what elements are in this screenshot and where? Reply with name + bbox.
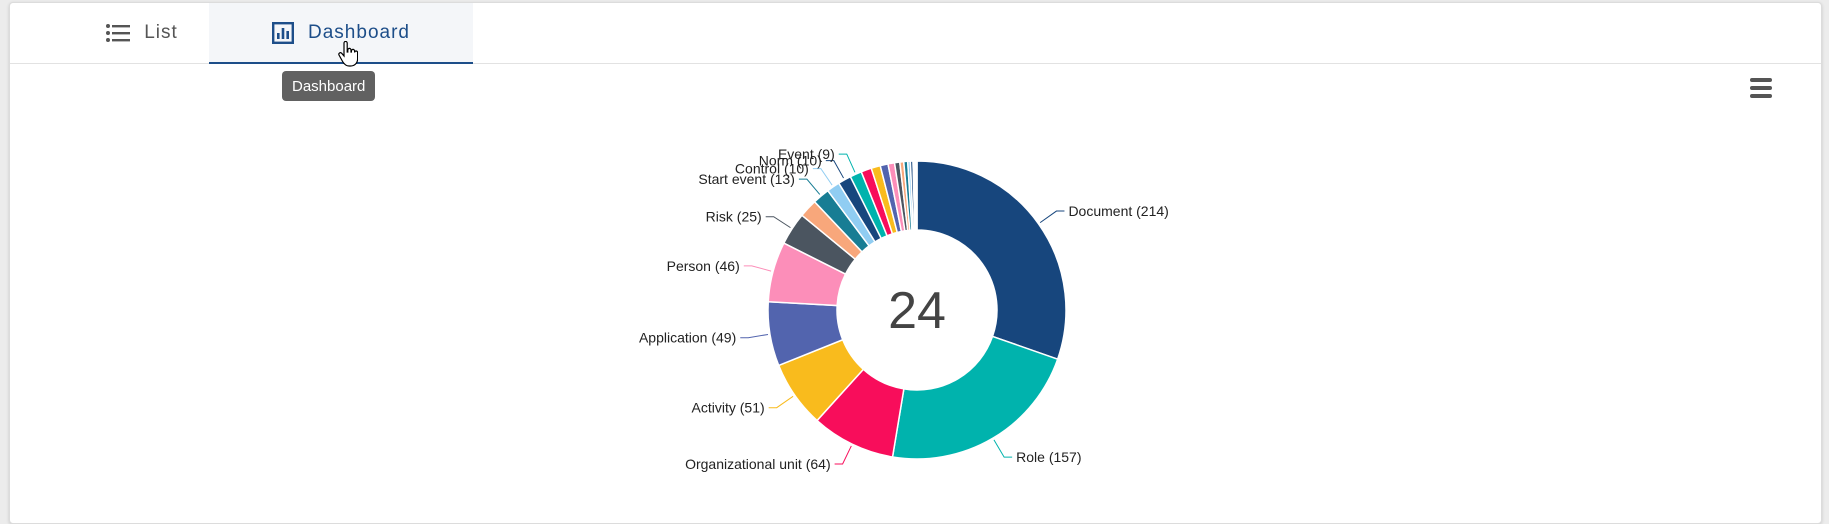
slice-label-11: Event (9) xyxy=(778,146,835,162)
slice-connector-0 xyxy=(1039,210,1065,224)
slice-connector-6 xyxy=(765,216,791,229)
tab-list-label: List xyxy=(144,21,178,43)
slice-label-5: Person (46) xyxy=(667,258,740,274)
slice-connector-10 xyxy=(825,160,844,179)
slice-label-1: Role (157) xyxy=(1016,449,1081,465)
slice-0[interactable] xyxy=(916,160,1067,361)
dashboard-card: List Dashboard Document (214) Role (157) O… xyxy=(9,2,1822,524)
chart-icon xyxy=(272,21,295,44)
slice-connector-5 xyxy=(743,265,772,272)
slice-23[interactable] xyxy=(914,160,918,231)
slice-connector-9 xyxy=(812,168,833,186)
tooltip: Dashboard xyxy=(282,71,376,101)
slice-label-6: Risk (25) xyxy=(706,209,762,225)
slice-label-8: Start event (13) xyxy=(698,171,795,187)
slice-label-3: Activity (51) xyxy=(692,400,765,416)
slice-label-9: Control (10) xyxy=(735,161,809,177)
hamburger-menu-icon[interactable] xyxy=(1746,75,1776,101)
slice-label-2: Organizational unit (64) xyxy=(685,456,831,472)
hand-cursor-icon xyxy=(338,41,358,67)
tab-list[interactable]: List xyxy=(10,3,274,62)
slice-connector-4 xyxy=(740,333,769,339)
slice-1[interactable] xyxy=(891,335,1059,460)
slice-connector-8 xyxy=(798,178,821,195)
slice-label-10: Norm (10) xyxy=(759,153,822,169)
slice-connector-3 xyxy=(768,395,794,409)
slice-connector-11 xyxy=(838,153,856,173)
center-label: 24 xyxy=(888,282,946,340)
slice-connector-1 xyxy=(993,439,1013,458)
donut-chart: Document (214) Role (157) Organizational u… xyxy=(639,146,1169,472)
slice-label-0: Document (214) xyxy=(1068,203,1168,219)
slice-connector-2 xyxy=(834,445,852,465)
list-icon xyxy=(106,23,131,42)
slice-label-4: Application (49) xyxy=(639,330,736,346)
tab-dashboard-label: Dashboard xyxy=(308,21,410,43)
